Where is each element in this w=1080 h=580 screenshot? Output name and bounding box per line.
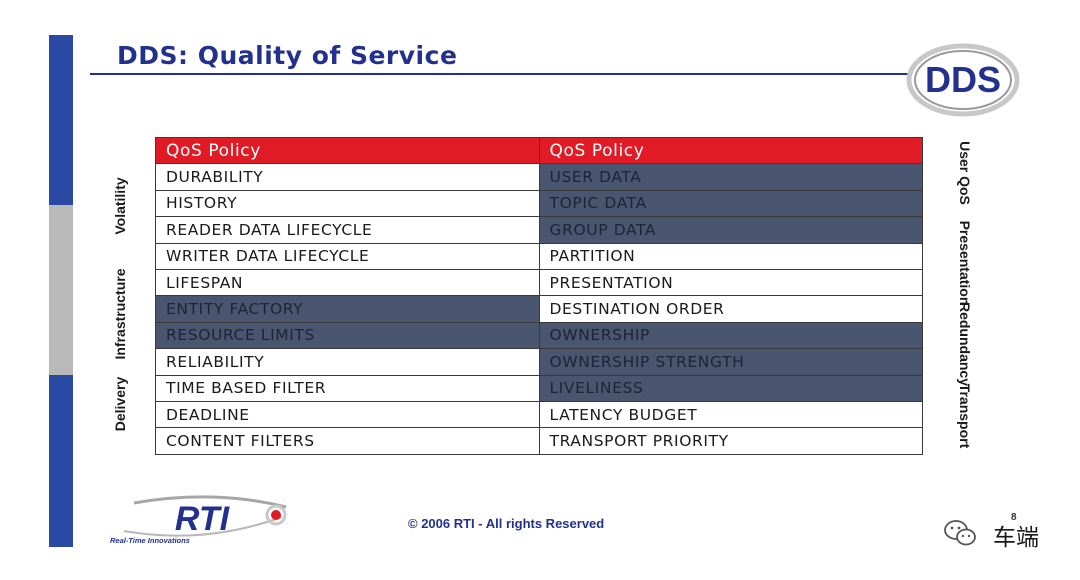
table-row: RELIABILITY OWNERSHIP STRENGTH bbox=[155, 348, 923, 376]
bar-segment-gray bbox=[49, 205, 73, 375]
table-row: READER DATA LIFECYCLE GROUP DATA bbox=[155, 216, 923, 244]
qos-policy-cell-left: READER DATA LIFECYCLE bbox=[155, 216, 540, 244]
qos-policy-cell-left: LIFESPAN bbox=[155, 268, 540, 297]
watermark-text: 车端 bbox=[993, 525, 1039, 551]
qos-policy-cell-right: OWNERSHIP STRENGTH bbox=[538, 348, 923, 376]
label-volatility: Volatility bbox=[112, 177, 128, 235]
label-transport: Transport bbox=[957, 383, 973, 449]
table-row: RESOURCE LIMITS OWNERSHIP bbox=[155, 321, 923, 350]
rti-logo-icon: RTI Real-Time Innovations bbox=[110, 495, 287, 545]
qos-policy-cell-right: DESTINATION ORDER bbox=[538, 295, 923, 323]
wechat-icon bbox=[944, 520, 976, 546]
left-color-bar bbox=[49, 35, 73, 547]
qos-policy-cell-right: OWNERSHIP bbox=[538, 321, 923, 350]
qos-policy-cell-left: DURABILITY bbox=[155, 163, 540, 191]
table-row: CONTENT FILTERS TRANSPORT PRIORITY bbox=[155, 427, 923, 455]
table-row: WRITER DATA LIFECYCLE PARTITION bbox=[155, 242, 923, 270]
label-user-qos: User QoS bbox=[957, 141, 973, 205]
qos-policy-cell-right: PRESENTATION bbox=[538, 268, 923, 297]
page-number: 8 bbox=[1011, 512, 1017, 523]
label-delivery: Delivery bbox=[112, 376, 128, 432]
qos-policy-cell-left: ENTITY FACTORY bbox=[155, 295, 540, 323]
table-row: DEADLINE LATENCY BUDGET bbox=[155, 400, 923, 429]
copyright-text: © 2006 RTI - All rights Reserved bbox=[408, 516, 605, 531]
header-qos-policy-left: QoS Policy bbox=[155, 136, 540, 165]
title-underline bbox=[90, 73, 910, 75]
table-row: HISTORY TOPIC DATA bbox=[155, 189, 923, 218]
qos-policy-cell-right: PARTITION bbox=[538, 242, 923, 270]
watermark: 车端 bbox=[935, 511, 1055, 551]
qos-policy-cell-right: LATENCY BUDGET bbox=[538, 400, 923, 429]
dds-logo-icon: DDS bbox=[906, 43, 1020, 117]
qos-policy-cell-right: USER DATA bbox=[538, 163, 923, 191]
qos-policy-cell-right: GROUP DATA bbox=[538, 216, 923, 244]
table-row: TIME BASED FILTER LIVELINESS bbox=[155, 374, 923, 402]
qos-policy-cell-left: CONTENT FILTERS bbox=[155, 427, 540, 455]
qos-policy-cell-left: WRITER DATA LIFECYCLE bbox=[155, 242, 540, 270]
qos-policy-cell-right: LIVELINESS bbox=[538, 374, 923, 402]
qos-policy-cell-right: TOPIC DATA bbox=[538, 189, 923, 218]
qos-policy-cell-left: RESOURCE LIMITS bbox=[155, 321, 540, 350]
qos-policy-cell-left: HISTORY bbox=[155, 189, 540, 218]
qos-policy-cell-right: TRANSPORT PRIORITY bbox=[538, 427, 923, 455]
table-header-row: QoS Policy QoS Policy bbox=[155, 136, 923, 165]
table-row: LIFESPAN PRESENTATION bbox=[155, 268, 923, 297]
header-qos-policy-right: QoS Policy bbox=[538, 136, 923, 165]
table-row: ENTITY FACTORY DESTINATION ORDER bbox=[155, 295, 923, 323]
bar-segment-blue-top bbox=[49, 35, 73, 205]
qos-policy-cell-left: RELIABILITY bbox=[155, 348, 540, 376]
slide-title: DDS: Quality of Service bbox=[117, 41, 458, 70]
rti-logo-text: RTI bbox=[175, 500, 231, 538]
dds-logo-text: DDS bbox=[925, 59, 1001, 100]
table-row: DURABILITY USER DATA bbox=[155, 163, 923, 191]
label-infrastructure: Infrastructure bbox=[112, 268, 128, 360]
qos-policy-cell-left: TIME BASED FILTER bbox=[155, 374, 540, 402]
qos-policy-cell-left: DEADLINE bbox=[155, 400, 540, 429]
bar-segment-blue-bottom bbox=[49, 375, 73, 547]
qos-policy-table: QoS Policy QoS Policy DURABILITY USER DAT… bbox=[155, 136, 923, 455]
table-body: DURABILITY USER DATA HISTORY TOPIC DATA READ… bbox=[155, 163, 923, 455]
rti-tagline: Real-Time Innovations bbox=[110, 536, 190, 545]
